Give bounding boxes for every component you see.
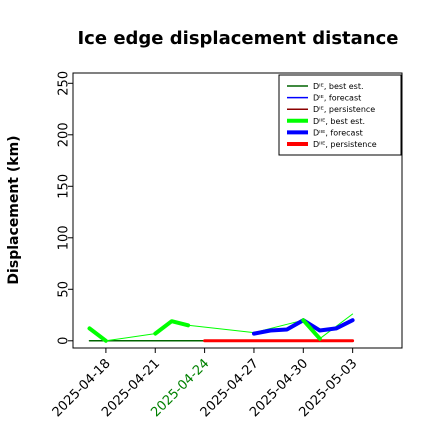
chart-title: Ice edge displacement distance <box>77 28 398 49</box>
y-tick-label: 200 <box>57 122 72 147</box>
y-axis-label: Displacement (km) <box>6 135 22 284</box>
series-layer <box>87 313 355 343</box>
plot-frame <box>72 72 403 349</box>
series-segment-0 <box>87 326 108 343</box>
y-ticks: 0 50 100 150 200 250 <box>57 71 73 345</box>
legend-label: Dᴵᴱ, forecast <box>313 94 361 103</box>
series-segment-1 <box>153 319 191 336</box>
legend-box <box>278 74 402 156</box>
legend-label: Dᴵᴵᴱ, persistence <box>313 140 377 149</box>
y-tick-label: 0 <box>57 337 72 345</box>
legend-label: Dᴵᴱ, best est. <box>313 82 364 91</box>
legend: Dᴵᴱ, best est. Dᴵᴱ, forecast Dᴵᴱ, persiste… <box>278 74 402 156</box>
legend-label: Dᴵᴱ, persistence <box>313 105 375 114</box>
y-tick-label: 150 <box>57 174 72 199</box>
legend-label: Dᴵᴵᴱ, forecast <box>313 128 363 137</box>
y-tick-label: 50 <box>57 281 72 298</box>
y-tick-label: 100 <box>57 225 72 250</box>
y-tick-label: 250 <box>57 71 72 96</box>
x-ticks: 2025-04-182025-04-212025-04-242025-04-27… <box>50 348 360 420</box>
legend-label: Dᴵᴵᴱ, best est. <box>313 117 365 126</box>
series-segment-2 <box>301 318 322 341</box>
